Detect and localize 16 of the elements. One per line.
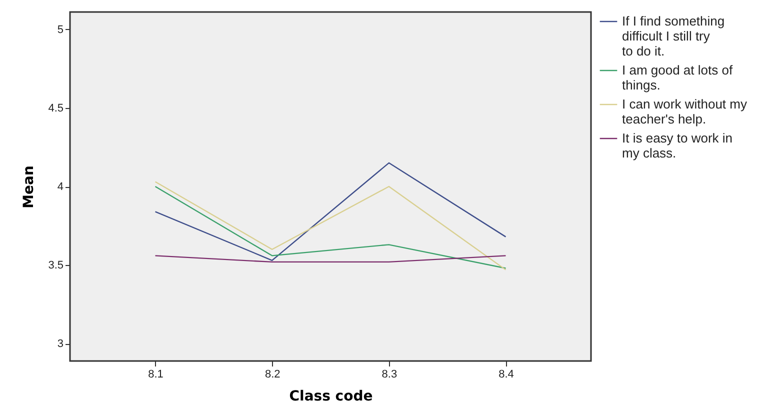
- y-tick-label: 5: [57, 24, 64, 36]
- x-tick-label: 8.4: [498, 368, 514, 380]
- x-tick-label: 8.3: [382, 368, 398, 380]
- y-tick-label: 3: [57, 338, 64, 350]
- y-axis-title: Mean: [21, 166, 38, 208]
- x-axis-title: Class code: [289, 388, 373, 404]
- legend-label: If I find something difficult I still try to do it.: [622, 14, 725, 58]
- y-tick-label: 4.5: [48, 102, 64, 114]
- x-tick-label: 8.1: [148, 368, 164, 380]
- legend-label: I can work without my teacher's help.: [622, 96, 748, 126]
- line-series: [154, 162, 506, 261]
- y-tick-label: 4: [57, 181, 64, 193]
- legend-label: I am good at lots of things.: [622, 62, 733, 92]
- y-tick-label: 3.5: [48, 260, 64, 272]
- x-tick-label: 8.2: [264, 368, 280, 380]
- legend-label: It is easy to work in my class.: [622, 130, 733, 160]
